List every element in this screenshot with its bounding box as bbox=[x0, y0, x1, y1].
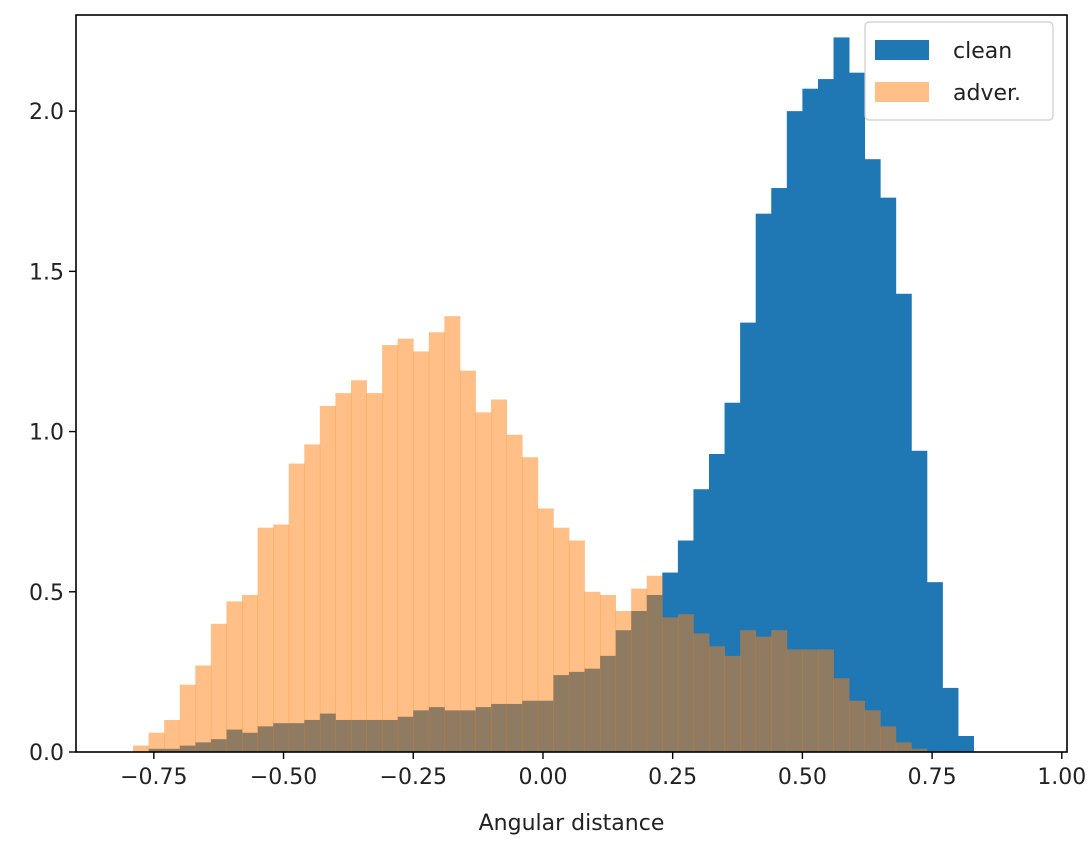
x-tick-label: 0.25 bbox=[648, 765, 697, 790]
bar-adver-10 bbox=[288, 463, 305, 752]
bar-adver-11 bbox=[304, 444, 321, 752]
x-tick-label: 1.00 bbox=[1037, 765, 1086, 790]
bar-adver-37 bbox=[708, 646, 725, 752]
bar-adver-44 bbox=[817, 649, 834, 752]
x-tick-label: 0.75 bbox=[908, 765, 957, 790]
y-tick-label: 0.0 bbox=[29, 741, 64, 766]
legend-label-clean: clean bbox=[953, 39, 1012, 64]
bar-adver-35 bbox=[677, 614, 694, 752]
y-tick-label: 1.0 bbox=[29, 421, 64, 446]
bar-clean-52 bbox=[942, 687, 959, 752]
plot-frame bbox=[75, 14, 1068, 753]
bar-adver-21 bbox=[459, 370, 476, 752]
bar-clean-51 bbox=[926, 582, 943, 752]
bar-clean-47 bbox=[864, 159, 881, 752]
bar-clean-45 bbox=[833, 37, 850, 753]
bar-adver-13 bbox=[335, 393, 352, 752]
bar-adver-29 bbox=[584, 591, 601, 752]
bar-clean-53 bbox=[958, 735, 975, 752]
bar-adver-31 bbox=[615, 611, 632, 752]
bar-adver-8 bbox=[257, 527, 274, 752]
bar-clean-42 bbox=[786, 111, 803, 752]
bar-adver-3 bbox=[179, 684, 196, 752]
bar-clean-46 bbox=[849, 72, 866, 752]
bars-layer bbox=[133, 37, 975, 753]
bar-clean-44 bbox=[817, 79, 834, 752]
bar-adver-22 bbox=[475, 412, 492, 752]
series-adver bbox=[133, 316, 928, 752]
bar-adver-50 bbox=[911, 748, 928, 752]
bar-adver-28 bbox=[568, 540, 585, 752]
bar-adver-20 bbox=[444, 316, 461, 752]
bar-adver-14 bbox=[350, 380, 367, 752]
x-tick-label: −0.50 bbox=[250, 765, 317, 790]
x-tick-label: 0.50 bbox=[778, 765, 827, 790]
bar-adver-30 bbox=[600, 594, 617, 752]
y-tick-label: 1.5 bbox=[29, 260, 64, 285]
bar-adver-1 bbox=[148, 732, 165, 752]
y-axis: 0.0 0.5 1.0 1.5 2.0 bbox=[29, 100, 76, 766]
bar-clean-50 bbox=[911, 450, 928, 752]
legend-swatch-adver bbox=[875, 82, 929, 102]
bar-adver-19 bbox=[428, 332, 445, 752]
y-tick-label: 2.0 bbox=[29, 100, 64, 125]
bar-adver-25 bbox=[522, 457, 539, 752]
x-tick-label: −0.75 bbox=[120, 765, 187, 790]
bar-adver-47 bbox=[864, 710, 881, 752]
bar-adver-2 bbox=[164, 719, 181, 752]
bar-adver-6 bbox=[226, 601, 243, 752]
bar-adver-42 bbox=[786, 649, 803, 752]
bar-adver-7 bbox=[242, 594, 258, 752]
bar-adver-27 bbox=[553, 527, 570, 752]
bar-clean-40 bbox=[755, 213, 772, 753]
bar-adver-12 bbox=[319, 405, 336, 752]
bar-adver-0 bbox=[133, 745, 150, 752]
bar-adver-9 bbox=[273, 524, 290, 752]
legend: clean adver. bbox=[864, 21, 1054, 121]
bar-adver-43 bbox=[802, 649, 819, 752]
bar-adver-18 bbox=[413, 351, 430, 752]
legend-label-adver: adver. bbox=[953, 81, 1021, 106]
bar-clean-48 bbox=[880, 197, 897, 752]
bar-adver-15 bbox=[366, 393, 383, 752]
legend-swatch-clean bbox=[875, 40, 929, 60]
y-tick-label: 0.5 bbox=[29, 581, 64, 606]
bar-adver-16 bbox=[382, 345, 399, 752]
x-tick-label: 0.00 bbox=[518, 765, 567, 790]
bar-adver-5 bbox=[210, 623, 227, 752]
bar-adver-48 bbox=[880, 726, 897, 752]
bar-adver-38 bbox=[724, 655, 741, 752]
bar-adver-17 bbox=[397, 338, 414, 752]
bar-adver-33 bbox=[646, 575, 663, 752]
bar-adver-4 bbox=[195, 665, 212, 752]
bar-adver-40 bbox=[755, 636, 772, 752]
bar-adver-26 bbox=[537, 508, 554, 752]
bar-adver-24 bbox=[506, 434, 523, 752]
bar-clean-43 bbox=[802, 88, 819, 752]
x-axis-label: Angular distance bbox=[479, 811, 665, 836]
bar-adver-46 bbox=[849, 700, 866, 752]
x-axis: −0.75 −0.50 −0.25 0.00 0.25 0.50 0.75 1.00 bbox=[120, 752, 1086, 790]
bar-adver-36 bbox=[693, 633, 710, 752]
bar-adver-41 bbox=[771, 630, 788, 752]
bar-adver-32 bbox=[631, 588, 648, 752]
bar-clean-49 bbox=[895, 293, 912, 752]
bar-adver-23 bbox=[491, 399, 508, 752]
bar-adver-39 bbox=[740, 630, 757, 752]
bar-clean-41 bbox=[771, 188, 788, 752]
bar-adver-45 bbox=[833, 678, 850, 752]
x-tick-label: −0.25 bbox=[380, 765, 447, 790]
bar-adver-49 bbox=[895, 742, 912, 752]
bar-adver-34 bbox=[662, 617, 679, 752]
